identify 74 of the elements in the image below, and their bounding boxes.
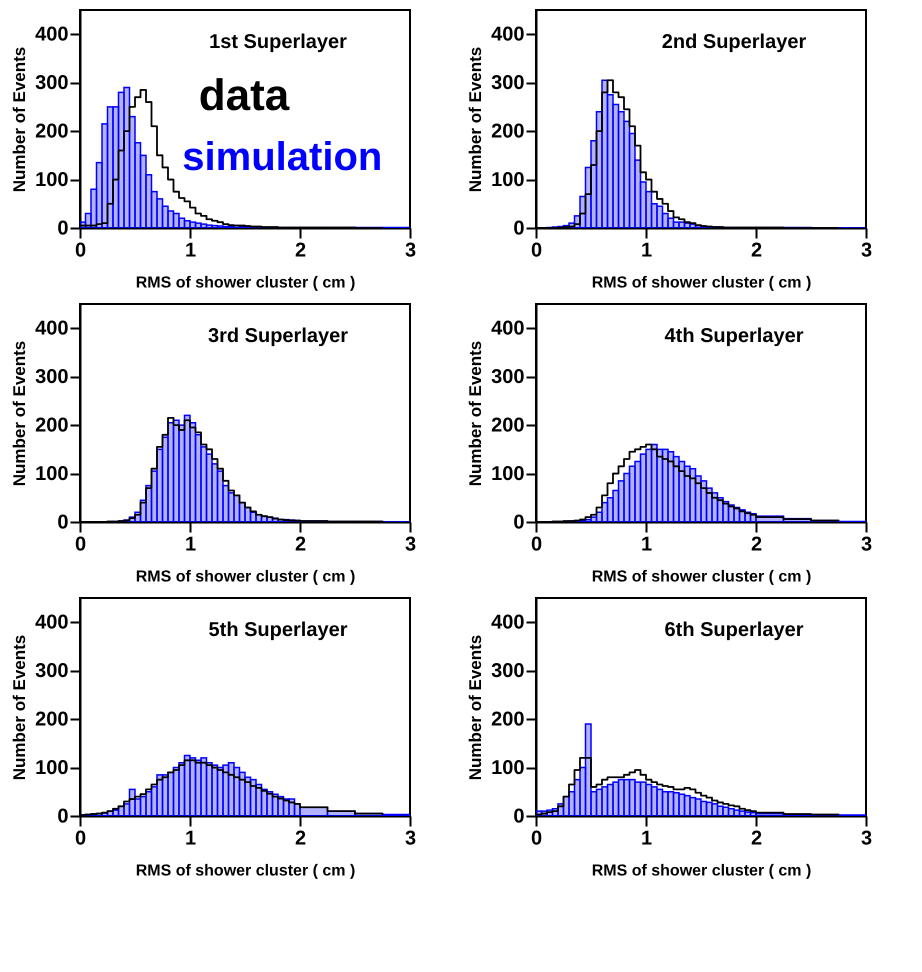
x-tick-label: 2 bbox=[294, 240, 306, 262]
y-tick-label: 300 bbox=[35, 366, 68, 388]
y-tick-label: 100 bbox=[35, 169, 68, 192]
x-tick-label: 1 bbox=[640, 828, 652, 850]
x-tick-label: 1 bbox=[184, 240, 196, 262]
y-tick-label: 200 bbox=[491, 708, 524, 731]
x-tick-label: 3 bbox=[860, 828, 872, 850]
y-tick-label: 0 bbox=[57, 512, 68, 534]
y-tick-label: 400 bbox=[35, 318, 68, 340]
x-axis-title: RMS of shower cluster ( cm ) bbox=[136, 862, 356, 880]
y-axis-title: Number of Events bbox=[466, 46, 486, 192]
x-tick-label: 3 bbox=[860, 534, 872, 556]
y-axis-title: Number of Events bbox=[466, 634, 486, 780]
x-axis-title: RMS of shower cluster ( cm ) bbox=[136, 568, 356, 586]
x-axis-title: RMS of shower cluster ( cm ) bbox=[136, 274, 356, 292]
y-axis-title: Number of Events bbox=[10, 634, 30, 780]
x-axis-title: RMS of shower cluster ( cm ) bbox=[592, 568, 812, 586]
text: 1st Superlayer bbox=[209, 31, 348, 53]
y-tick-label: 100 bbox=[491, 757, 524, 780]
y-tick-label: 100 bbox=[491, 169, 524, 192]
y-tick-label: 0 bbox=[513, 218, 524, 240]
y-axis-title: Number of Events bbox=[10, 46, 30, 192]
x-tick-label: 0 bbox=[530, 828, 542, 850]
x-axis-title: RMS of shower cluster ( cm ) bbox=[592, 274, 812, 292]
y-tick-label: 400 bbox=[491, 318, 524, 340]
y-tick-label: 0 bbox=[57, 218, 68, 240]
x-tick-label: 3 bbox=[860, 240, 872, 262]
x-tick-label: 1 bbox=[640, 534, 652, 556]
x-tick-label: 2 bbox=[750, 534, 762, 556]
y-tick-label: 0 bbox=[57, 806, 68, 828]
y-tick-label: 100 bbox=[35, 757, 68, 780]
x-tick-label: 2 bbox=[294, 828, 306, 850]
y-tick-label: 100 bbox=[491, 463, 524, 486]
y-tick-label: 300 bbox=[491, 72, 524, 94]
y-tick-label: 400 bbox=[35, 24, 68, 46]
text: 5th Superlayer bbox=[208, 619, 348, 641]
x-tick-label: 0 bbox=[74, 534, 86, 556]
x-tick-label: 2 bbox=[750, 828, 762, 850]
y-tick-label: 100 bbox=[35, 463, 68, 486]
y-tick-label: 400 bbox=[35, 612, 68, 634]
y-tick-label: 300 bbox=[35, 72, 68, 94]
x-tick-label: 1 bbox=[640, 240, 652, 262]
x-tick-label: 2 bbox=[294, 534, 306, 556]
y-tick-label: 300 bbox=[491, 660, 524, 682]
y-tick-label: 400 bbox=[491, 24, 524, 46]
x-tick-label: 3 bbox=[404, 828, 416, 850]
x-tick-label: 3 bbox=[404, 534, 416, 556]
text: 6th Superlayer bbox=[664, 619, 804, 641]
text: 4th Superlayer bbox=[664, 325, 804, 347]
series-label: data bbox=[198, 71, 290, 120]
x-tick-label: 0 bbox=[530, 240, 542, 262]
y-tick-label: 200 bbox=[35, 414, 68, 437]
y-tick-label: 300 bbox=[491, 366, 524, 388]
x-tick-label: 0 bbox=[74, 828, 86, 850]
y-tick-label: 200 bbox=[491, 120, 524, 143]
y-tick-label: 0 bbox=[513, 806, 524, 828]
x-tick-label: 1 bbox=[184, 828, 196, 850]
text: 2nd Superlayer bbox=[662, 31, 806, 53]
x-tick-label: 1 bbox=[184, 534, 196, 556]
y-tick-label: 0 bbox=[513, 512, 524, 534]
series-label: simulation bbox=[182, 135, 382, 180]
y-tick-label: 400 bbox=[491, 612, 524, 634]
x-tick-label: 0 bbox=[74, 240, 86, 262]
x-tick-label: 3 bbox=[404, 240, 416, 262]
text: 3rd Superlayer bbox=[208, 325, 348, 347]
y-axis-title: Number of Events bbox=[10, 340, 30, 486]
y-tick-label: 200 bbox=[35, 120, 68, 143]
y-tick-label: 200 bbox=[491, 414, 524, 437]
y-tick-label: 300 bbox=[35, 660, 68, 682]
x-tick-label: 0 bbox=[530, 534, 542, 556]
x-axis-title: RMS of shower cluster ( cm ) bbox=[592, 862, 812, 880]
y-tick-label: 200 bbox=[35, 708, 68, 731]
x-tick-label: 2 bbox=[750, 240, 762, 262]
y-axis-title: Number of Events bbox=[466, 340, 486, 486]
